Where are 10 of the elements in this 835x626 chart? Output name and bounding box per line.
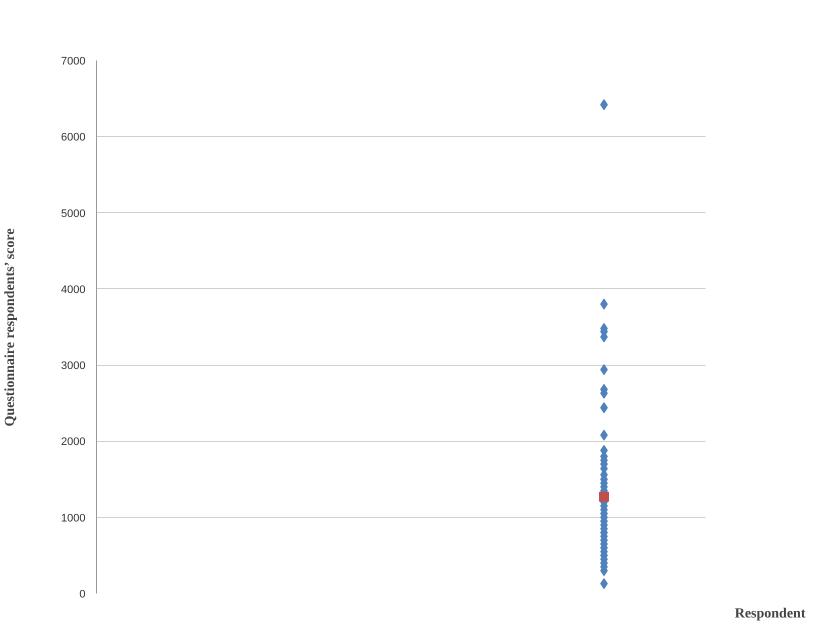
y-axis-title: Questionnaire respondents’ score — [3, 228, 18, 427]
y-tick-label: 1000 — [61, 512, 86, 524]
y-tick-label: 4000 — [61, 284, 86, 296]
y-tick-label: 0 — [79, 588, 86, 600]
y-tick-label: 3000 — [61, 360, 86, 372]
y-tick-label: 5000 — [61, 208, 86, 220]
y-tick-label: 7000 — [61, 56, 86, 68]
y-tick-label: 2000 — [61, 436, 86, 448]
x-axis-title: Respondent — [734, 606, 806, 622]
y-tick-label: 6000 — [61, 132, 86, 144]
